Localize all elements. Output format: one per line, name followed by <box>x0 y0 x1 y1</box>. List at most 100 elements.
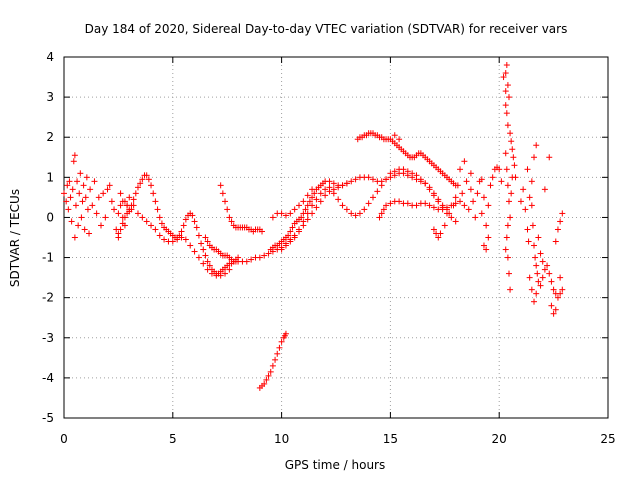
data-point <box>435 234 442 241</box>
x-tick-label: 25 <box>600 432 615 446</box>
data-point <box>191 248 198 255</box>
data-point <box>228 218 235 225</box>
data-point <box>145 176 152 183</box>
data-point <box>285 232 292 239</box>
data-point <box>487 182 494 189</box>
data-point <box>426 186 433 193</box>
data-point <box>539 258 546 265</box>
data-point <box>520 186 527 193</box>
data-point <box>391 132 398 139</box>
data-point <box>174 236 181 243</box>
data-point <box>309 186 316 193</box>
data-point <box>298 214 305 221</box>
data-point <box>465 206 472 213</box>
data-point <box>111 206 118 213</box>
data-point <box>559 286 566 293</box>
data-point <box>502 88 509 95</box>
data-point <box>504 182 511 189</box>
data-point <box>202 234 209 241</box>
data-point <box>503 110 510 117</box>
data-point <box>152 198 159 205</box>
data-point <box>200 246 207 253</box>
data-point <box>396 198 403 205</box>
data-point <box>296 226 303 233</box>
data-point <box>559 210 566 217</box>
data-point <box>504 222 511 229</box>
data-point <box>452 194 459 201</box>
data-point <box>70 158 77 165</box>
data-point <box>83 174 90 181</box>
data-point <box>132 190 139 197</box>
data-point <box>546 270 553 277</box>
data-point <box>413 172 420 179</box>
data-point <box>200 260 207 267</box>
data-point <box>78 214 85 221</box>
data-point <box>528 178 535 185</box>
data-point <box>503 62 510 69</box>
data-point <box>472 214 479 221</box>
data-point <box>404 200 411 207</box>
data-point <box>95 194 102 201</box>
y-tick-label: 2 <box>46 130 54 144</box>
data-point <box>533 142 540 149</box>
data-point <box>117 190 124 197</box>
data-point <box>387 200 394 207</box>
data-point <box>503 234 510 241</box>
data-point <box>79 198 86 205</box>
data-point <box>502 246 509 253</box>
data-point <box>376 214 383 221</box>
data-point <box>148 222 155 229</box>
data-point <box>343 180 350 187</box>
data-point <box>467 170 474 177</box>
data-point <box>143 172 150 179</box>
data-point <box>533 262 540 269</box>
data-point <box>548 302 555 309</box>
data-point <box>369 176 376 183</box>
data-point <box>326 184 333 191</box>
data-point <box>313 196 320 203</box>
data-point <box>272 356 279 363</box>
data-point <box>531 242 538 249</box>
data-point <box>526 274 533 281</box>
data-point <box>63 198 70 205</box>
data-point <box>263 376 270 383</box>
data-point <box>557 290 564 297</box>
data-point <box>74 178 81 185</box>
data-point <box>430 204 437 211</box>
data-point <box>204 238 211 245</box>
data-point <box>300 218 307 225</box>
data-point <box>269 214 276 221</box>
data-point <box>126 194 133 201</box>
y-tick-label: -5 <box>42 411 54 425</box>
data-point <box>282 242 289 249</box>
data-point <box>66 178 73 185</box>
data-point <box>256 254 263 261</box>
data-point <box>457 198 464 205</box>
data-point <box>226 214 233 221</box>
data-point <box>330 180 337 187</box>
data-point <box>422 200 429 207</box>
data-point <box>339 182 346 189</box>
data-point <box>265 372 272 379</box>
data-point <box>503 166 510 173</box>
data-point <box>528 202 535 209</box>
data-point <box>137 180 144 187</box>
data-point <box>182 216 189 223</box>
data-point <box>374 188 381 195</box>
data-point <box>161 236 168 243</box>
chart-title: Day 184 of 2020, Sidereal Day-to-day VTE… <box>85 22 568 36</box>
data-point <box>156 232 163 239</box>
data-point <box>452 218 459 225</box>
data-point <box>483 246 490 253</box>
y-tick-label: 0 <box>46 210 54 224</box>
data-point <box>541 186 548 193</box>
data-point <box>313 204 320 211</box>
data-point <box>261 252 268 259</box>
data-point <box>474 190 481 197</box>
data-point <box>505 270 512 277</box>
data-point <box>524 226 531 233</box>
data-point <box>383 176 390 183</box>
data-point <box>361 206 368 213</box>
data-point <box>526 194 533 201</box>
